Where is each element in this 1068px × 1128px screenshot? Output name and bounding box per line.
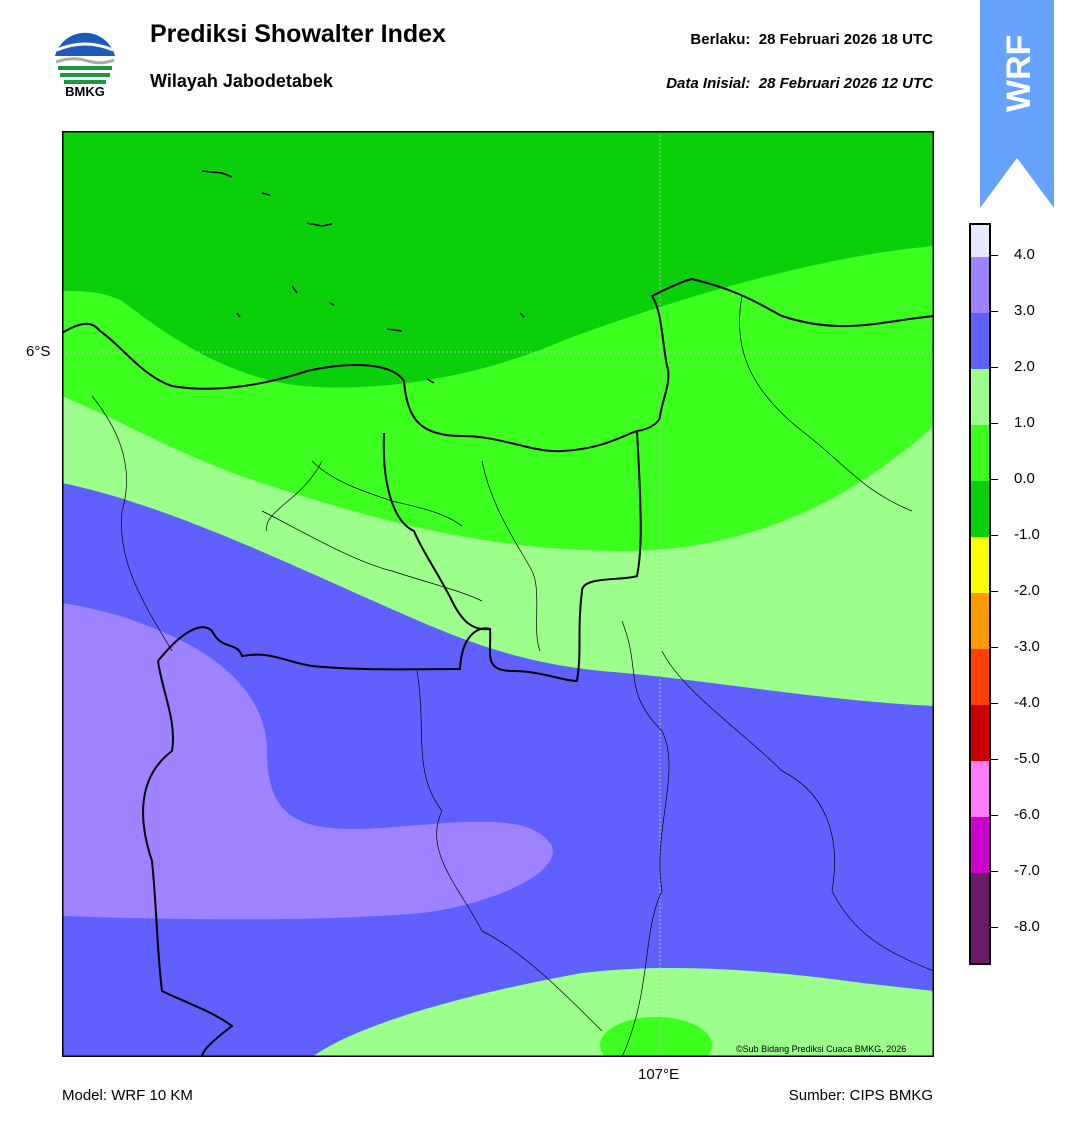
- copyright-text: ©Sub Bidang Prediksi Cuaca BMKG, 2026: [736, 1044, 907, 1054]
- colorbar-tick: [991, 255, 998, 256]
- lavender-zone: [62, 603, 553, 920]
- colorbar-segment: [971, 593, 989, 649]
- colorbar-segment: [971, 537, 989, 593]
- valid-time: Berlaku: 28 Februari 2026 18 UTC: [690, 31, 933, 48]
- regency-borders: [91, 295, 934, 1057]
- dark-green-zone: [62, 131, 934, 388]
- colorbar-tick: [991, 479, 998, 480]
- showalter-map: [62, 131, 934, 1057]
- wrf-badge-text: WRF: [1000, 35, 1038, 112]
- colorbar-top-cap: [971, 225, 989, 257]
- colorbar-tick-label: -6.0: [1014, 806, 1040, 823]
- colorbar-tick: [991, 927, 998, 928]
- colorbar-segment: [971, 873, 989, 929]
- colorbar-tick: [991, 703, 998, 704]
- source-label: Sumber: CIPS BMKG: [788, 1087, 933, 1104]
- colorbar-segment: [971, 761, 989, 817]
- colorbar-tick: [991, 871, 998, 872]
- colorbar-segment: [971, 257, 989, 313]
- bmkg-logo: [54, 30, 116, 92]
- colorbar-tick-label: 0.0: [1014, 470, 1035, 487]
- colorbar-tick-label: -7.0: [1014, 862, 1040, 879]
- colorbar-tick-label: -4.0: [1014, 694, 1040, 711]
- colorbar-segment: [971, 481, 989, 537]
- colorbar-tick: [991, 367, 998, 368]
- longitude-label: 107°E: [638, 1066, 680, 1083]
- colorbar-tick: [991, 311, 998, 312]
- south-light-green-zone: [312, 968, 934, 1057]
- colorbar-tick-label: -3.0: [1014, 638, 1040, 655]
- islands: [201, 170, 525, 384]
- map-subtitle: Wilayah Jabodetabek: [150, 71, 333, 91]
- colorbar-segment: [971, 649, 989, 705]
- colorbar-segment: [971, 705, 989, 761]
- colorbar-tick-label: -8.0: [1014, 918, 1040, 935]
- colorbar-tick-label: 2.0: [1014, 358, 1035, 375]
- wrf-badge: WRF: [980, 0, 1054, 208]
- colorbar: [969, 223, 991, 965]
- province-borders: [62, 277, 934, 1057]
- colorbar-tick-label: 4.0: [1014, 246, 1035, 263]
- colorbar-tick: [991, 815, 998, 816]
- colorbar-segment: [971, 313, 989, 369]
- colorbar-tick-label: 3.0: [1014, 302, 1035, 319]
- colorbar-tick-label: -2.0: [1014, 582, 1040, 599]
- map-title: Prediksi Showalter Index: [150, 20, 446, 48]
- colorbar-tick: [991, 647, 998, 648]
- colorbar-tick: [991, 759, 998, 760]
- colorbar-tick: [991, 591, 998, 592]
- colorbar-tick: [991, 535, 998, 536]
- colorbar-tick-label: -1.0: [1014, 526, 1040, 543]
- logo-text: BMKG: [65, 84, 105, 99]
- latitude-label: 6°S: [26, 343, 51, 360]
- model-label: Model: WRF 10 KM: [62, 1087, 193, 1104]
- colorbar-segment: [971, 817, 989, 873]
- colorbar-tick-label: -5.0: [1014, 750, 1040, 767]
- colorbar-tick: [991, 423, 998, 424]
- init-time: Data Inisial: 28 Februari 2026 12 UTC: [666, 75, 933, 92]
- colorbar-segment: [971, 369, 989, 425]
- south-green-zone: [600, 1017, 712, 1057]
- colorbar-tick-label: 1.0: [1014, 414, 1035, 431]
- colorbar-segment: [971, 425, 989, 481]
